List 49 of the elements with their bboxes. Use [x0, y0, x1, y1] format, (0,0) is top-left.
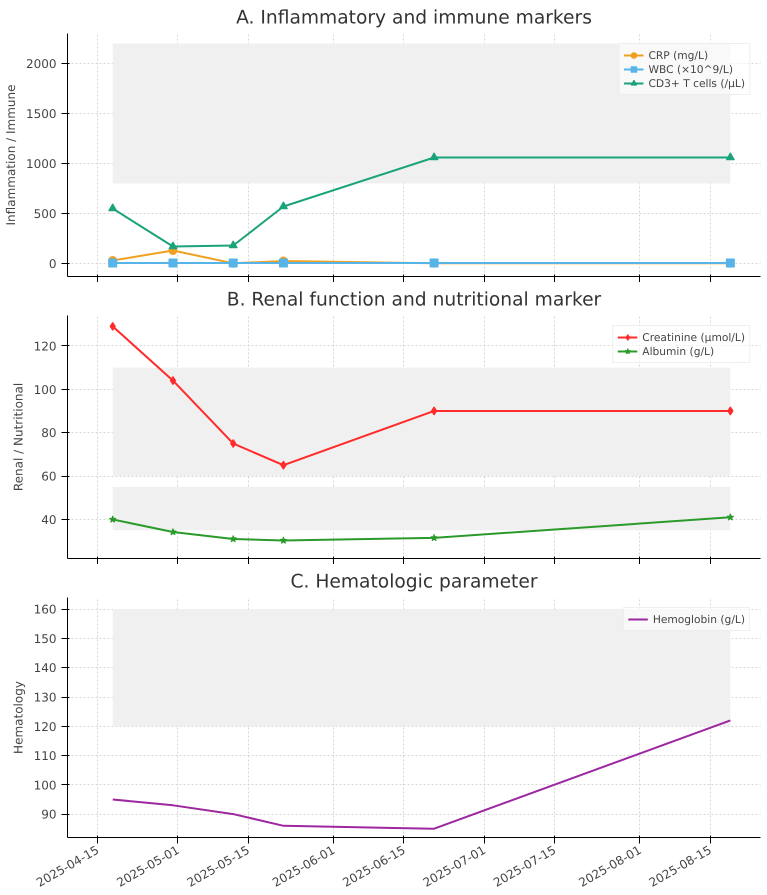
y-tick-label: 120	[34, 339, 56, 354]
y-tick-label: 140	[34, 661, 56, 676]
point	[727, 406, 734, 416]
legend-label: CD3+ T cells (/μL)	[648, 76, 745, 90]
line-series	[112, 719, 732, 830]
point	[430, 152, 439, 160]
legend-label: Creatinine (μmol/L)	[642, 330, 745, 344]
chart-title: C. Hematologic parameter	[290, 572, 538, 592]
y-tick-label: 100	[34, 382, 56, 397]
y-axis-title: Inflammation / Immune	[4, 84, 18, 226]
y-tick-label: 130	[34, 690, 56, 705]
chart-title: A. Inflammatory and immune markers	[236, 8, 592, 28]
point	[726, 152, 735, 160]
y-axis-title: Renal / Nutritional	[12, 382, 26, 492]
point	[280, 536, 288, 544]
y-tick-label: 60	[41, 470, 57, 484]
legend-label: Albumin (g/L)	[642, 344, 714, 358]
y-tick-label: 2000	[26, 57, 57, 71]
point	[108, 515, 117, 523]
y-tick-label: 1500	[26, 107, 57, 121]
point	[108, 203, 118, 212]
y-tick-label: 90	[41, 808, 57, 822]
legend-label: WBC (×10^9/L)	[648, 62, 733, 76]
point	[108, 258, 118, 268]
legend-label: Hemoglobin (g/L)	[652, 612, 745, 626]
point	[170, 376, 176, 386]
point	[228, 240, 238, 248]
y-tick-label: 110	[34, 749, 56, 764]
y-tick-label: 150	[34, 632, 56, 646]
legend-label: CRP (mg/L)	[648, 48, 708, 62]
point	[168, 241, 178, 250]
point	[278, 201, 288, 210]
point	[280, 460, 287, 470]
y-tick-label: 160	[34, 602, 56, 617]
point	[229, 534, 238, 542]
chart-title: B. Renal function and nutritional marker	[226, 290, 602, 310]
point	[726, 513, 734, 521]
point	[169, 528, 177, 536]
y-tick-label: 500	[34, 207, 56, 221]
y-tick-label: 100	[34, 778, 56, 792]
y-tick-label: 80	[41, 426, 57, 440]
point	[430, 406, 438, 416]
y-tick-label: 120	[34, 720, 56, 734]
y-axis-title: Hematology	[12, 681, 26, 754]
point	[430, 534, 438, 542]
y-tick-label: 40	[41, 512, 57, 527]
point	[168, 258, 178, 268]
y-tick-label: 1000	[26, 157, 57, 171]
y-tick-label: 0	[48, 257, 57, 271]
